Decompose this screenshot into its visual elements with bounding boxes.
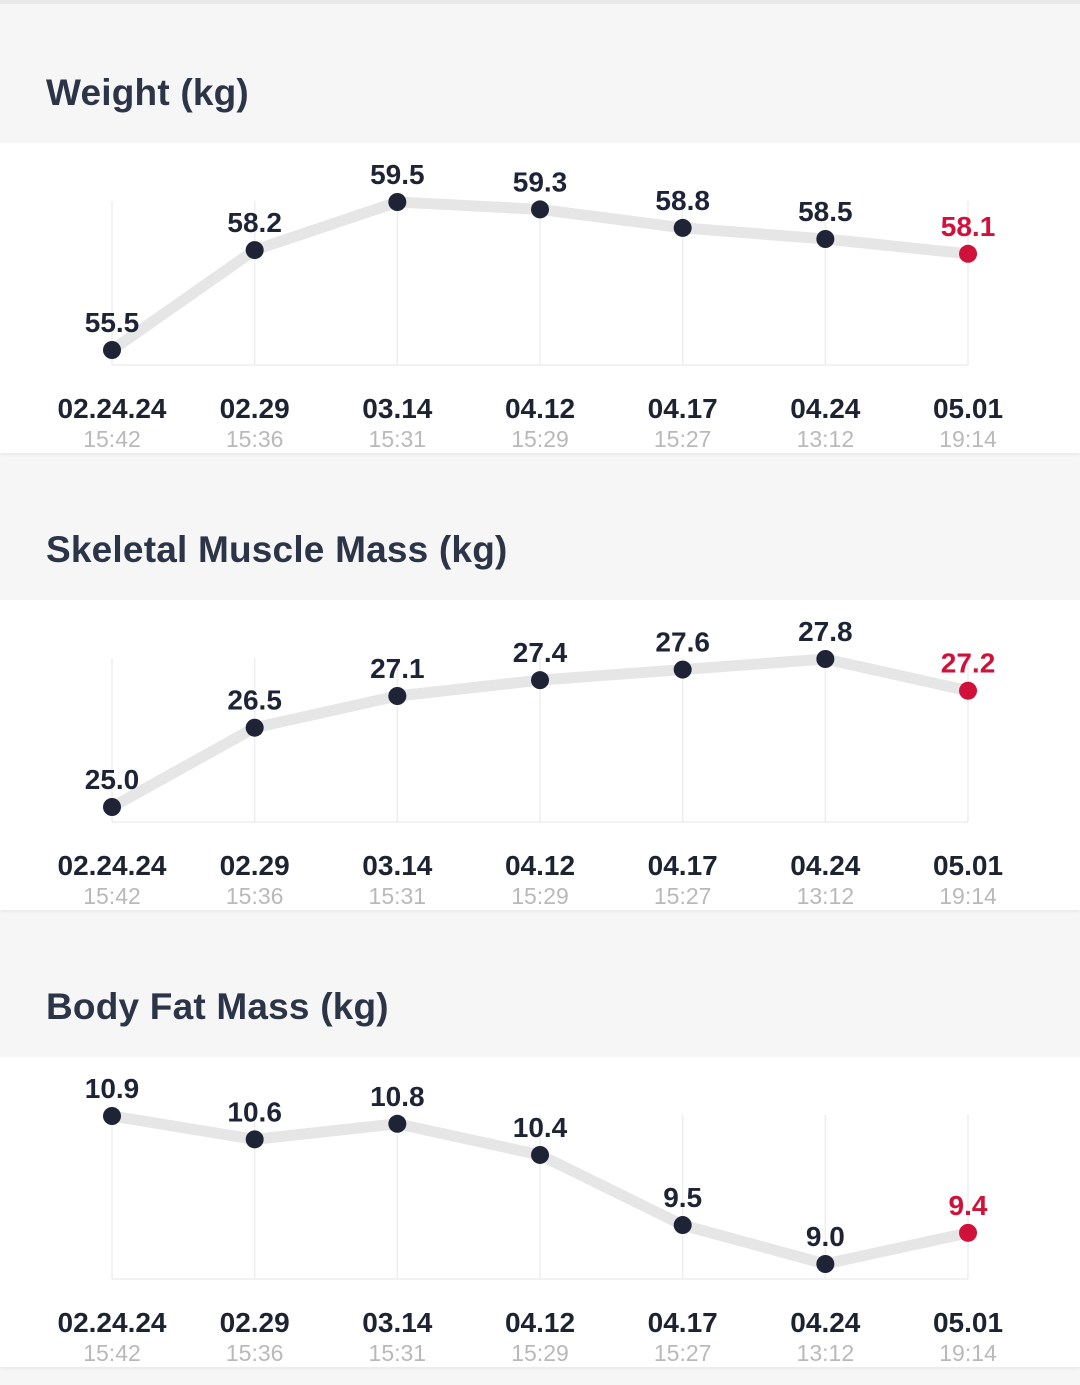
chart-title: Body Fat Mass (kg) <box>46 986 389 1027</box>
grid-lines <box>111 1115 969 1279</box>
value-label: 27.8 <box>798 616 853 647</box>
data-point[interactable] <box>816 230 835 248</box>
value-label: 59.3 <box>513 166 568 197</box>
time-tick-label: 15:31 <box>369 883 427 909</box>
time-tick-label: 15:27 <box>654 1340 712 1366</box>
time-tick-label: 19:14 <box>939 883 997 909</box>
time-tick-label: 15:42 <box>83 426 141 452</box>
weight-chart-card[interactable]: 55.5 02.24.24 15:42 58.2 02.29 15:36 59.5 03.14… <box>0 143 1080 453</box>
date-tick-label: 05.01 <box>933 850 1003 881</box>
data-point[interactable] <box>245 241 264 260</box>
date-tick-label: 04.17 <box>648 850 718 881</box>
date-tick-label: 03.14 <box>362 850 432 881</box>
date-tick-label: 04.24 <box>790 1307 860 1338</box>
time-tick-label: 19:14 <box>939 1340 997 1366</box>
data-point[interactable] <box>673 660 692 679</box>
time-tick-label: 15:29 <box>511 1340 569 1366</box>
value-label: 25.0 <box>85 764 140 795</box>
time-tick-label: 13:12 <box>797 883 855 909</box>
date-tick-label: 04.24 <box>790 850 860 881</box>
time-tick-label: 15:27 <box>654 883 712 909</box>
data-point[interactable] <box>388 193 407 211</box>
body-fat-chart-card[interactable]: 10.9 02.24.24 15:42 10.6 02.29 15:36 10.8 03.14… <box>0 1057 1080 1367</box>
date-tick-label: 04.12 <box>505 1307 575 1338</box>
data-point[interactable] <box>388 687 407 705</box>
data-point[interactable] <box>245 718 264 737</box>
body-fat-section: Body Fat Mass (kg) 10.9 02.24.24 15:42 10.6… <box>0 914 1080 1371</box>
date-tick-label: 04.12 <box>505 393 575 424</box>
data-point-latest[interactable] <box>959 681 978 700</box>
date-tick-label: 04.17 <box>648 1307 718 1338</box>
value-label: 58.5 <box>798 196 853 227</box>
data-point[interactable] <box>388 1114 407 1133</box>
value-label: 9.0 <box>806 1221 845 1252</box>
chart-title: Skeletal Muscle Mass (kg) <box>46 529 508 570</box>
date-tick-label: 02.24.24 <box>58 393 167 424</box>
chart-title: Weight (kg) <box>46 72 249 113</box>
date-tick-label: 02.29 <box>220 393 290 424</box>
value-label: 27.2 <box>941 648 996 679</box>
date-tick-label: 04.12 <box>505 850 575 881</box>
data-point[interactable] <box>531 200 550 219</box>
weight-section: Weight (kg) 55.5 02.24.24 15:42 58.2 02.29 15… <box>0 0 1080 457</box>
time-tick-label: 15:29 <box>511 883 569 909</box>
time-tick-label: 15:29 <box>511 426 569 452</box>
data-point[interactable] <box>673 218 692 237</box>
data-point[interactable] <box>816 1255 835 1273</box>
value-label: 27.1 <box>370 653 425 684</box>
value-label: 55.5 <box>85 307 140 338</box>
time-tick-label: 15:36 <box>226 883 284 909</box>
value-label: 10.4 <box>513 1112 568 1143</box>
time-tick-label: 15:27 <box>654 426 712 452</box>
date-tick-label: 02.29 <box>220 1307 290 1338</box>
time-tick-label: 15:31 <box>369 1340 427 1366</box>
data-point[interactable] <box>673 1216 692 1235</box>
time-tick-label: 15:36 <box>226 1340 284 1366</box>
time-tick-label: 15:31 <box>369 426 427 452</box>
data-point[interactable] <box>103 1107 121 1125</box>
data-point[interactable] <box>531 1145 550 1164</box>
value-label: 27.6 <box>655 627 710 658</box>
value-label: 58.1 <box>941 211 996 242</box>
top-divider <box>0 0 1080 4</box>
time-tick-label: 15:36 <box>226 426 284 452</box>
date-tick-label: 02.29 <box>220 850 290 881</box>
date-tick-label: 04.17 <box>648 393 718 424</box>
value-label: 59.5 <box>370 159 425 190</box>
date-tick-label: 03.14 <box>362 393 432 424</box>
value-label: 9.5 <box>663 1182 702 1213</box>
time-tick-label: 15:42 <box>83 883 141 909</box>
date-tick-label: 02.24.24 <box>58 1307 167 1338</box>
time-tick-label: 13:12 <box>797 1340 855 1366</box>
value-label: 26.5 <box>227 685 282 716</box>
value-label: 58.2 <box>227 207 282 238</box>
date-tick-label: 05.01 <box>933 1307 1003 1338</box>
value-label: 10.6 <box>227 1096 282 1127</box>
date-tick-label: 03.14 <box>362 1307 432 1338</box>
data-point[interactable] <box>103 341 121 359</box>
date-tick-label: 05.01 <box>933 393 1003 424</box>
skeletal-muscle-chart-card[interactable]: 25.0 02.24.24 15:42 26.5 02.29 15:36 27.1 03.14… <box>0 600 1080 910</box>
data-point[interactable] <box>103 798 121 816</box>
skeletal-muscle-section: Skeletal Muscle Mass (kg) 25.0 02.24.24 15… <box>0 457 1080 914</box>
value-label: 10.9 <box>85 1073 140 1104</box>
date-tick-label: 02.24.24 <box>58 850 167 881</box>
value-label: 10.8 <box>370 1081 425 1112</box>
data-point[interactable] <box>245 1130 264 1149</box>
value-label: 27.4 <box>513 637 568 668</box>
date-tick-label: 04.24 <box>790 393 860 424</box>
data-point-latest[interactable] <box>959 244 978 263</box>
data-point-latest[interactable] <box>959 1223 978 1242</box>
value-label: 9.4 <box>949 1190 988 1221</box>
data-point[interactable] <box>816 650 835 668</box>
value-label: 58.8 <box>655 185 710 216</box>
time-tick-label: 13:12 <box>797 426 855 452</box>
time-tick-label: 15:42 <box>83 1340 141 1366</box>
time-tick-label: 19:14 <box>939 426 997 452</box>
data-point[interactable] <box>531 671 550 690</box>
